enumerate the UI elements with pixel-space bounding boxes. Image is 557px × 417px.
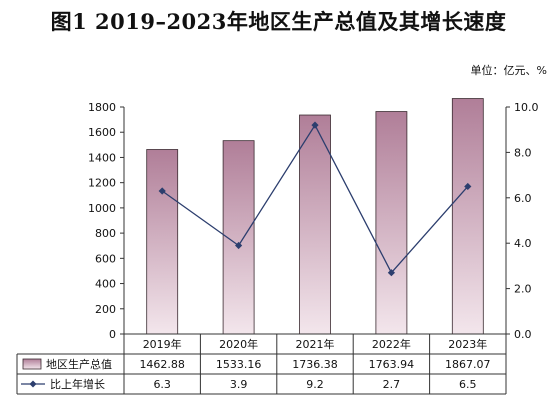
- bar-1: [146, 149, 179, 335]
- left-axis-tick-label: 1000: [88, 202, 116, 215]
- bar-value-label: 1533.16: [216, 358, 262, 371]
- legend-line-label: 比上年增长: [50, 377, 105, 391]
- bar-3: [299, 114, 331, 335]
- left-axis-tick-label: 1400: [88, 151, 116, 164]
- growth-value-label: 6.3: [153, 378, 171, 391]
- bar-5: [451, 98, 484, 335]
- growth-value-label: 3.9: [230, 378, 248, 391]
- bar-value-label: 1736.38: [292, 358, 338, 371]
- unit-label: 单位：亿元、%: [470, 64, 547, 77]
- x-category-label: 2021年: [296, 337, 335, 351]
- legend-bar-label: 地区生产总值: [46, 357, 112, 371]
- legend-line-marker: [29, 380, 37, 388]
- bar-value-label: 1867.07: [445, 358, 491, 371]
- x-category-label: 2020年: [219, 337, 258, 351]
- growth-value-label: 2.7: [383, 378, 401, 391]
- left-axis-tick-label: 400: [95, 278, 116, 291]
- right-axis-tick-label: 6.0: [514, 192, 532, 205]
- bar-value-label: 1462.88: [139, 358, 185, 371]
- legend-bar-swatch: [22, 358, 42, 370]
- growth-point-1: [158, 187, 166, 195]
- bar-4: [375, 111, 408, 335]
- left-axis-tick-label: 1600: [88, 126, 116, 139]
- growth-point-5: [464, 182, 472, 191]
- left-axis-tick-label: 0: [109, 328, 116, 341]
- growth-value-label: 6.5: [459, 378, 477, 391]
- growth-point-3: [311, 121, 319, 129]
- x-category-label: 2019年: [143, 337, 182, 351]
- chart-title: 图1 2019–2023年地区生产总值及其增长速度: [50, 9, 507, 34]
- right-axis-tick-label: 0.0: [514, 328, 532, 341]
- right-axis-tick-label: 8.0: [514, 146, 532, 159]
- x-category-label: 2023年: [448, 337, 487, 351]
- growth-point-2: [235, 241, 243, 250]
- right-axis-tick-label: 2.0: [514, 283, 532, 296]
- right-axis-tick-label: 10.0: [514, 101, 539, 114]
- right-axis-tick-label: 4.0: [514, 237, 532, 250]
- growth-point-4: [387, 269, 395, 277]
- bar-value-label: 1763.94: [369, 358, 415, 371]
- left-axis-tick-label: 200: [95, 303, 116, 316]
- left-axis-tick-label: 800: [95, 227, 116, 240]
- left-axis-tick-label: 1200: [88, 177, 116, 190]
- x-category-label: 2022年: [372, 337, 411, 351]
- left-axis-tick-label: 600: [95, 252, 116, 265]
- left-axis-tick-label: 1800: [88, 101, 116, 114]
- growth-value-label: 9.2: [306, 378, 324, 391]
